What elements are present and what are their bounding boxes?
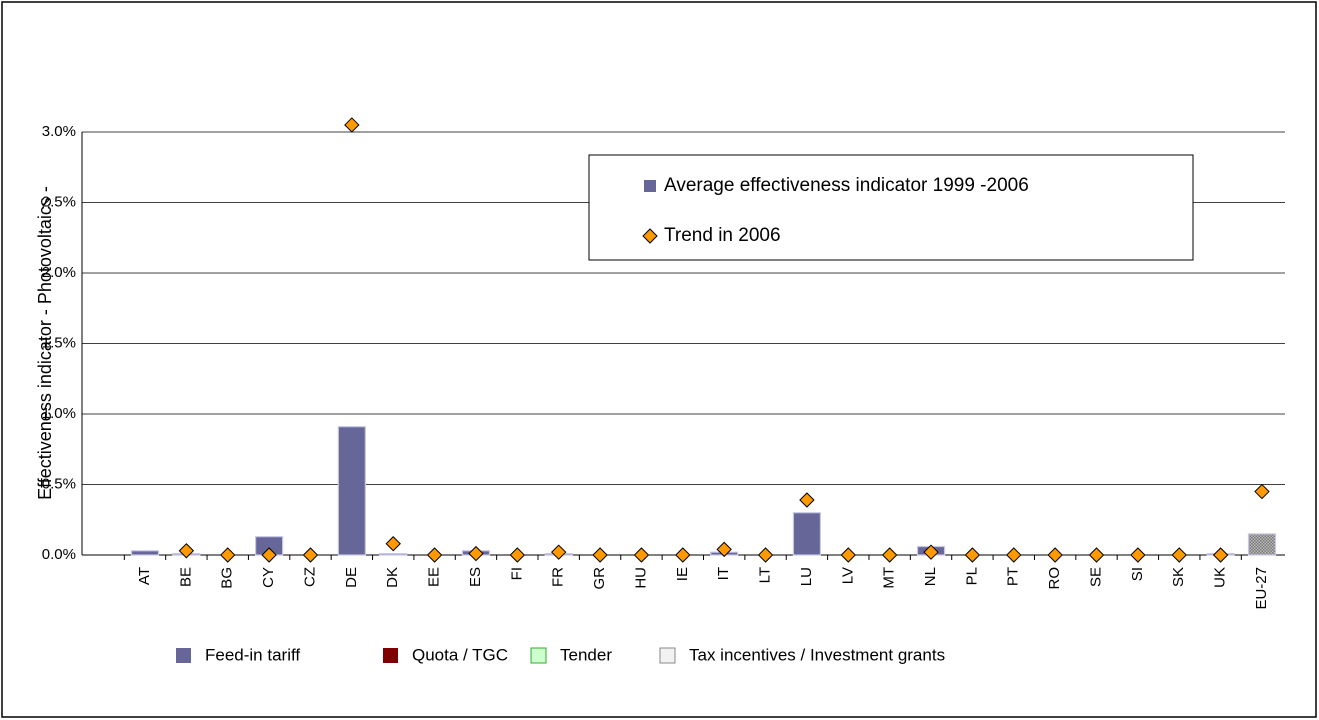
trend-marker <box>757 547 774 563</box>
x-tick-label: LV <box>839 567 856 584</box>
x-tick-label: FR <box>550 567 567 587</box>
trend-marker <box>1212 547 1229 563</box>
policy-swatch <box>176 648 191 663</box>
trend-marker <box>1171 547 1187 563</box>
trend-marker <box>426 547 443 563</box>
y-tick-label: 1.0% <box>42 405 76 422</box>
y-tick-label: 3.0% <box>42 123 76 140</box>
x-tick-label: UK <box>1212 567 1229 588</box>
trend-marker <box>302 547 319 563</box>
policy-label: Tax incentives / Investment grants <box>689 645 945 664</box>
policy-label: Feed-in tariff <box>205 645 300 664</box>
x-tick-label: PL <box>963 567 980 585</box>
x-tick-label: ES <box>467 567 484 587</box>
x-tick-label: LT <box>757 567 774 583</box>
y-tick-label: 0.0% <box>42 546 76 563</box>
x-tick-label: RO <box>1046 567 1063 590</box>
policy-swatch <box>659 647 676 664</box>
x-tick-label: IE <box>674 567 691 581</box>
y-tick-label: 2.5% <box>42 193 76 210</box>
bar <box>379 552 408 556</box>
trend-marker <box>509 547 526 563</box>
trend-marker <box>881 547 898 563</box>
x-tick-label: EU-27 <box>1253 567 1270 610</box>
x-tick-label: AT <box>136 567 153 585</box>
x-tick-label: EE <box>426 567 443 587</box>
trend-marker <box>716 541 732 558</box>
legend-swatch <box>642 228 658 244</box>
legend-label: Trend in 2006 <box>664 225 781 246</box>
trend-marker <box>385 536 401 552</box>
trend-marker <box>1047 547 1063 563</box>
trend-marker <box>964 547 981 563</box>
bar <box>130 550 160 556</box>
x-tick-label: CZ <box>301 567 318 587</box>
x-tick-label: SE <box>1087 567 1104 587</box>
policy-label: Quota / TGC <box>412 645 508 664</box>
trend-marker <box>592 547 608 563</box>
bar <box>792 512 822 556</box>
trend-marker <box>550 544 567 560</box>
trend-marker <box>1088 547 1105 563</box>
legend-box <box>588 154 1194 261</box>
x-tick-label: BG <box>219 567 236 589</box>
x-tick-label: PT <box>1005 567 1022 586</box>
x-tick-label: HU <box>632 567 649 589</box>
x-tick-label: SK <box>1170 567 1187 587</box>
legend-swatch <box>644 180 656 192</box>
trend-marker <box>923 544 939 560</box>
x-tick-label: IT <box>715 567 732 580</box>
policy-label: Tender <box>560 645 612 664</box>
y-tick-label: 0.5% <box>42 475 76 492</box>
trend-marker <box>468 545 484 562</box>
x-tick-label: GR <box>591 567 608 590</box>
bar <box>1247 533 1277 556</box>
trend-marker <box>178 543 195 559</box>
bar <box>337 426 366 556</box>
trend-marker <box>1130 547 1146 563</box>
x-tick-label: BE <box>177 567 194 587</box>
legend-label: Average effectiveness indicator 1999 -20… <box>664 175 1029 196</box>
trend-marker <box>840 547 856 563</box>
y-tick-label: 2.0% <box>42 264 76 281</box>
x-tick-label: SI <box>1129 567 1146 581</box>
trend-marker <box>220 547 236 563</box>
trend-marker <box>1006 547 1022 563</box>
trend-marker <box>344 117 360 133</box>
trend-marker <box>261 547 277 563</box>
trend-marker <box>1254 483 1270 500</box>
policy-swatch <box>530 647 547 664</box>
x-tick-label: DK <box>384 567 401 588</box>
x-tick-label: DE <box>343 567 360 588</box>
x-tick-label: FI <box>508 567 525 580</box>
trend-marker <box>675 547 691 563</box>
x-tick-label: NL <box>922 567 939 586</box>
y-tick-label: 1.5% <box>42 334 76 351</box>
trend-marker <box>633 547 650 563</box>
y-axis-label: Effectiveness indicator - Photovoltaics … <box>35 186 55 500</box>
x-tick-label: MT <box>881 567 898 589</box>
policy-swatch <box>383 648 398 663</box>
x-tick-label: LU <box>798 567 815 586</box>
x-tick-label: CY <box>260 567 277 588</box>
trend-marker <box>799 492 815 508</box>
